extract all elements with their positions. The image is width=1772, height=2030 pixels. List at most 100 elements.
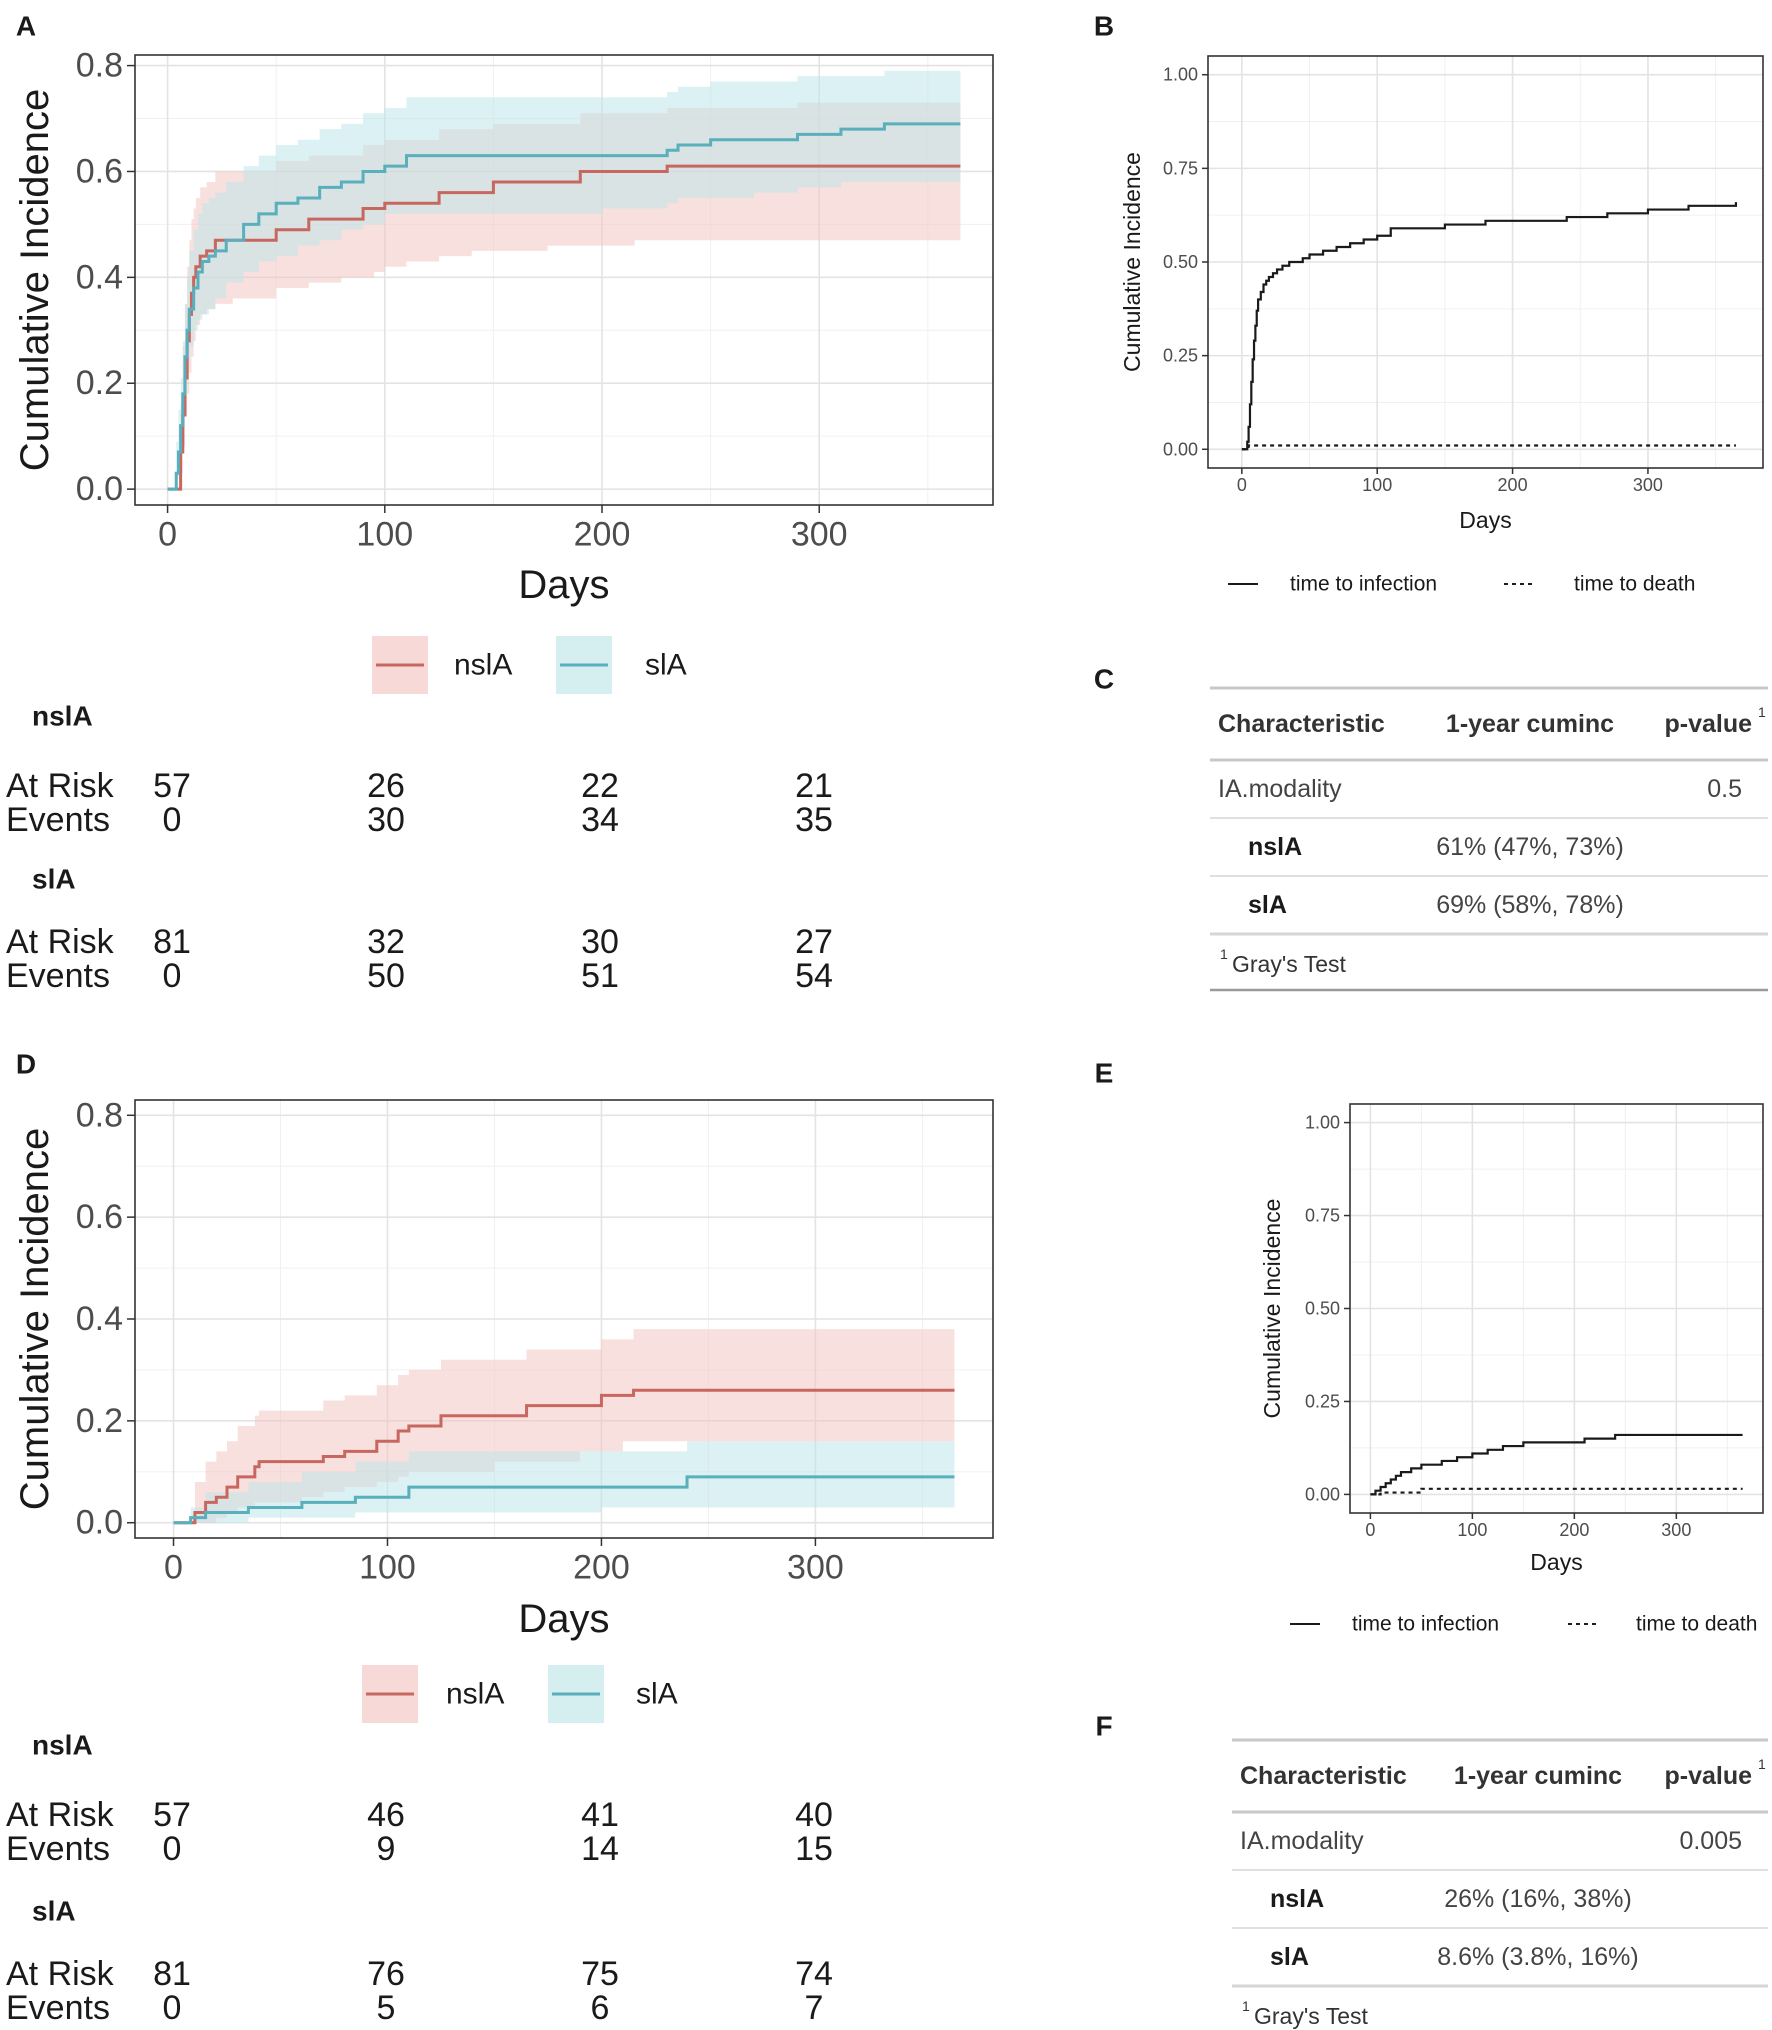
x-tick-label: 200 <box>574 515 631 553</box>
panel-label-c: C <box>1094 663 1114 694</box>
y-tick-label: 0.6 <box>76 1198 123 1236</box>
x-axis-label: Days <box>518 1597 609 1641</box>
x-axis-label: Days <box>1530 1549 1582 1575</box>
table-cell: slA <box>1270 1943 1309 1971</box>
legend-b: time to infection time to death <box>1228 573 1695 596</box>
risk-cell: 15 <box>795 1830 833 1868</box>
risk-cell: 41 <box>581 1796 619 1834</box>
series-line-sla <box>167 122 961 491</box>
risk-group-title: slA <box>32 864 76 895</box>
footnote-mark: 1 <box>1220 946 1228 962</box>
x-tick-label: 200 <box>1498 475 1528 495</box>
legend-label: time to death <box>1636 1613 1757 1636</box>
x-tick-label: 100 <box>359 1548 416 1586</box>
header-superscript: 1 <box>1758 1756 1766 1772</box>
series-line-time-to-death <box>1241 444 1736 451</box>
risk-row-label: Events <box>6 957 110 995</box>
legend-d: nslA slA <box>362 1665 678 1723</box>
risk-row-label: At Risk <box>6 1796 115 1834</box>
table-cell: 61% (47%, 73%) <box>1436 833 1624 861</box>
risk-cell: 9 <box>377 1830 396 1868</box>
risk-cell: 0 <box>163 801 182 839</box>
series-line-time-to-death <box>1370 1487 1743 1496</box>
risk-group-title: slA <box>32 1896 76 1927</box>
risk-cell: 30 <box>367 801 405 839</box>
risk-cell: 40 <box>795 1796 833 1834</box>
x-tick-label: 100 <box>1362 475 1392 495</box>
risk-cell: 76 <box>367 1955 405 1993</box>
table-footnote: Gray's Test <box>1232 951 1346 977</box>
y-tick-label: 0.6 <box>76 152 123 190</box>
y-tick-label: 0.25 <box>1163 346 1198 366</box>
table-cell: 0.005 <box>1679 1827 1742 1855</box>
y-tick-label: 0.75 <box>1163 158 1198 178</box>
risk-cell: 0 <box>163 1989 182 2027</box>
legend-label: time to infection <box>1352 1613 1499 1636</box>
table-footnote: Gray's Test <box>1254 2003 1368 2029</box>
x-tick-label: 300 <box>1633 475 1663 495</box>
risk-row-label: At Risk <box>6 767 115 805</box>
x-tick-label: 300 <box>787 1548 844 1586</box>
risk-cell: 27 <box>795 923 833 961</box>
chart-d: 0 100 200 300 0.0 0.2 0.4 0.6 0.8 Days Cumulative … <box>13 1096 994 1641</box>
panel-label-b: B <box>1094 10 1114 41</box>
risk-cell: 0 <box>163 1830 182 1868</box>
risk-cell: 5 <box>377 1989 396 2027</box>
risk-row-label: At Risk <box>6 1955 115 1993</box>
y-tick-label: 0.00 <box>1305 1484 1340 1504</box>
legend-label: time to death <box>1574 573 1695 596</box>
risk-cell: 57 <box>153 767 191 805</box>
risk-cell: 34 <box>581 801 619 839</box>
x-tick-label: 200 <box>1559 1520 1589 1540</box>
panel-label-a: A <box>16 10 36 41</box>
table-cell: 0.5 <box>1707 775 1742 803</box>
table-header: p-value <box>1664 1762 1752 1790</box>
y-tick-label: 0.0 <box>76 1504 123 1542</box>
table-cell: 69% (58%, 78%) <box>1436 891 1624 919</box>
table-header: Characteristic <box>1218 710 1385 738</box>
table-cell: 8.6% (3.8%, 16%) <box>1437 1943 1639 1971</box>
risk-cell: 21 <box>795 767 833 805</box>
series-line-time-to-infection <box>1241 202 1738 451</box>
panel-label-e: E <box>1095 1057 1114 1088</box>
table-header: 1-year cuminc <box>1446 710 1614 738</box>
summary-table-c: Characteristic 1-year cuminc p-value 1 IA.mo… <box>1210 686 1768 992</box>
y-axis-label: Cumulative Incidence <box>1259 1199 1285 1419</box>
risk-group-title: nslA <box>32 701 93 732</box>
risk-cell: 81 <box>153 923 191 961</box>
table-cell: IA.modality <box>1218 775 1342 803</box>
panel-label-d: D <box>16 1048 36 1079</box>
x-tick-label: 200 <box>573 1548 630 1586</box>
y-axis-label: Cumulative Incidence <box>13 89 57 471</box>
series-line-sla <box>173 1475 955 1525</box>
risk-cell: 57 <box>153 1796 191 1834</box>
table-cell: slA <box>1248 891 1287 919</box>
risk-cell: 46 <box>367 1796 405 1834</box>
legend-label: slA <box>645 649 687 682</box>
chart-b: 0 100 200 300 0.00 0.25 0.50 0.75 1.00 Days Cumula… <box>1119 55 1764 533</box>
risk-cell: 50 <box>367 957 405 995</box>
risk-row-label: Events <box>6 801 110 839</box>
risk-cell: 14 <box>581 1830 619 1868</box>
x-tick-label: 0 <box>158 515 177 553</box>
risk-table-a: nslA At Risk 57 26 22 21 Events 0 30 34 35 slA At Ri… <box>6 701 833 996</box>
risk-row-label: Events <box>6 1830 110 1868</box>
table-header: 1-year cuminc <box>1454 1762 1622 1790</box>
y-axis-label: Cumulative Incidence <box>13 1128 57 1510</box>
y-tick-label: 0.75 <box>1305 1206 1340 1226</box>
x-axis-label: Days <box>518 563 609 607</box>
risk-cell: 74 <box>795 1955 833 1993</box>
table-cell: nslA <box>1248 833 1302 861</box>
x-tick-label: 0 <box>1365 1520 1375 1540</box>
footnote-mark: 1 <box>1242 1998 1250 2014</box>
y-tick-label: 0.50 <box>1305 1299 1340 1319</box>
table-header: p-value <box>1664 710 1752 738</box>
legend-label: slA <box>636 1678 678 1711</box>
major-gridlines <box>1350 1104 1763 1513</box>
risk-cell: 75 <box>581 1955 619 1993</box>
y-tick-label: 0.4 <box>76 258 123 296</box>
panel-label-f: F <box>1095 1710 1112 1741</box>
x-tick-label: 100 <box>356 515 413 553</box>
